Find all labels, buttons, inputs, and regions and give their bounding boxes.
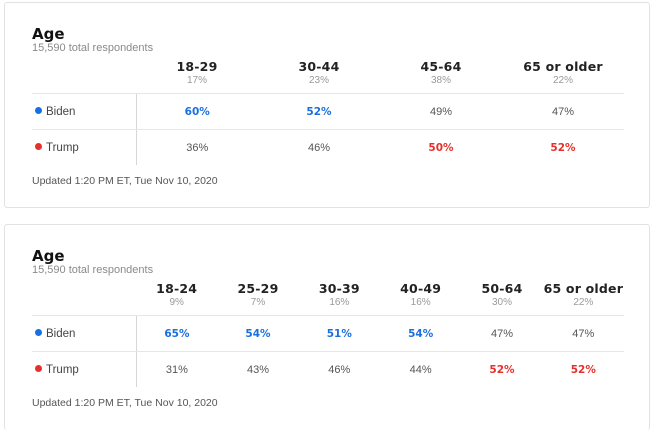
column-share: 38% (430, 75, 451, 86)
value-cell: 52% (570, 363, 596, 376)
table-row-biden: Biden 65% 54% 51% 54% 47% 47% (32, 315, 624, 352)
column-label: 65 or older (543, 281, 624, 296)
value-cell: 47% (461, 315, 543, 352)
results-table: 18-29 17% 30-44 23% 45-64 38% 65 or older 22… (32, 57, 624, 165)
biden-dot-icon (35, 328, 42, 336)
column-share: 7% (250, 297, 266, 308)
column-header: 18-29 17% (136, 57, 258, 94)
value-cell: 47% (542, 315, 624, 352)
value-cell: 54% (217, 315, 299, 352)
header-empty (32, 57, 136, 94)
table-row-trump: Trump 36% 46% 50% 52% (32, 129, 624, 165)
column-share: 16% (410, 297, 431, 308)
value-cell: 50% (428, 141, 454, 154)
total-respondents: 15,590 total respondents (32, 42, 154, 54)
exit-poll-card-age-4-groups: Age 15,590 total respondents 18-29 17% 30… (4, 2, 650, 208)
card-title: Age (32, 247, 65, 265)
value-cell: 60% (136, 93, 258, 130)
column-label: 45-64 (420, 59, 462, 74)
value-cell: 52% (258, 93, 380, 130)
column-share: 30% (491, 297, 512, 308)
header-row: 18-29 17% 30-44 23% 45-64 38% 65 or older 22… (32, 57, 624, 94)
value-cell: 46% (307, 141, 331, 154)
results-table: 18-24 9% 25-29 7% 30-39 16% 40-49 16% 50-64 3… (32, 279, 624, 387)
column-header: 30-44 23% (258, 57, 380, 94)
column-label: 30-44 (298, 59, 340, 74)
candidate-cell: Biden (32, 315, 137, 352)
candidate-cell: Trump (32, 351, 137, 387)
column-share: 23% (308, 75, 329, 86)
column-header: 65 or older 22% (502, 57, 624, 94)
column-header: 18-24 9% (136, 279, 218, 316)
column-share: 17% (186, 75, 207, 86)
value-cell: 51% (298, 315, 380, 352)
candidate-name: Trump (46, 141, 79, 154)
candidate-cell: Trump (32, 129, 137, 165)
value-cell: 31% (165, 363, 188, 376)
candidate-name: Biden (46, 327, 76, 340)
header-empty (32, 279, 136, 316)
column-label: 18-24 (156, 281, 198, 296)
candidate-name: Trump (46, 363, 79, 376)
updated-timestamp: Updated 1:20 PM ET, Tue Nov 10, 2020 (32, 397, 218, 409)
value-cell: 49% (380, 93, 502, 130)
column-label: 65 or older (523, 59, 603, 74)
column-share: 22% (552, 75, 573, 86)
column-header: 30-39 16% (298, 279, 380, 316)
value-cell: 46% (328, 363, 351, 376)
column-header: 65 or older 22% (542, 279, 624, 316)
candidate-cell: Biden (32, 93, 137, 130)
exit-poll-card-age-6-groups: Age 15,590 total respondents 18-24 9% 25-… (4, 224, 650, 430)
trump-dot-icon (35, 142, 42, 150)
value-cell: 54% (379, 315, 462, 352)
column-label: 30-39 (318, 281, 360, 296)
value-cell: 47% (502, 93, 624, 130)
column-label: 40-49 (400, 281, 442, 296)
trump-dot-icon (35, 364, 42, 372)
value-cell: 44% (409, 363, 432, 376)
value-cell: 65% (136, 315, 218, 352)
updated-timestamp: Updated 1:20 PM ET, Tue Nov 10, 2020 (32, 175, 218, 187)
candidate-name: Biden (46, 105, 76, 118)
column-header: 40-49 16% (379, 279, 462, 316)
column-share: 16% (329, 297, 350, 308)
card-title: Age (32, 25, 65, 43)
column-label: 18-29 (176, 59, 218, 74)
header-row: 18-24 9% 25-29 7% 30-39 16% 40-49 16% 50-64 3… (32, 279, 624, 316)
column-label: 25-29 (237, 281, 279, 296)
value-cell: 36% (186, 141, 209, 154)
column-label: 50-64 (481, 281, 523, 296)
column-header: 45-64 38% (380, 57, 502, 94)
table-row-trump: Trump 31% 43% 46% 44% 52% 52% (32, 351, 624, 387)
value-cell: 52% (550, 141, 576, 154)
column-share: 9% (169, 297, 184, 308)
column-share: 22% (573, 297, 594, 308)
column-header: 50-64 30% (461, 279, 543, 316)
table-row-biden: Biden 60% 52% 49% 47% (32, 93, 624, 130)
value-cell: 52% (489, 363, 515, 376)
total-respondents: 15,590 total respondents (32, 264, 154, 276)
biden-dot-icon (35, 106, 42, 114)
column-header: 25-29 7% (217, 279, 299, 316)
value-cell: 43% (246, 363, 269, 376)
